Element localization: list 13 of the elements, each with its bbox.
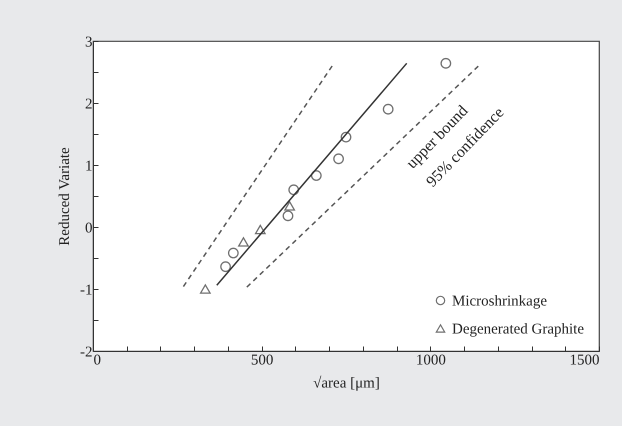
x-tick-label: 1000 bbox=[416, 352, 446, 368]
y-axis-title: Reduced Variate bbox=[57, 146, 74, 246]
y-tick-label: -1 bbox=[80, 282, 92, 298]
y-tick-label: 1 bbox=[85, 158, 92, 174]
y-tick-label: 0 bbox=[85, 220, 92, 236]
y-tick-label: -2 bbox=[80, 344, 92, 360]
y-tick-label: 2 bbox=[85, 96, 92, 112]
x-tick-label: 1500 bbox=[570, 352, 600, 368]
x-tick-label: 500 bbox=[250, 352, 274, 368]
legend-label: Degenerated Graphite bbox=[452, 322, 584, 338]
x-axis-title: √area [μm] bbox=[313, 376, 380, 392]
y-tick-label: 3 bbox=[85, 34, 92, 50]
legend-label: Microshrinkage bbox=[452, 294, 548, 310]
